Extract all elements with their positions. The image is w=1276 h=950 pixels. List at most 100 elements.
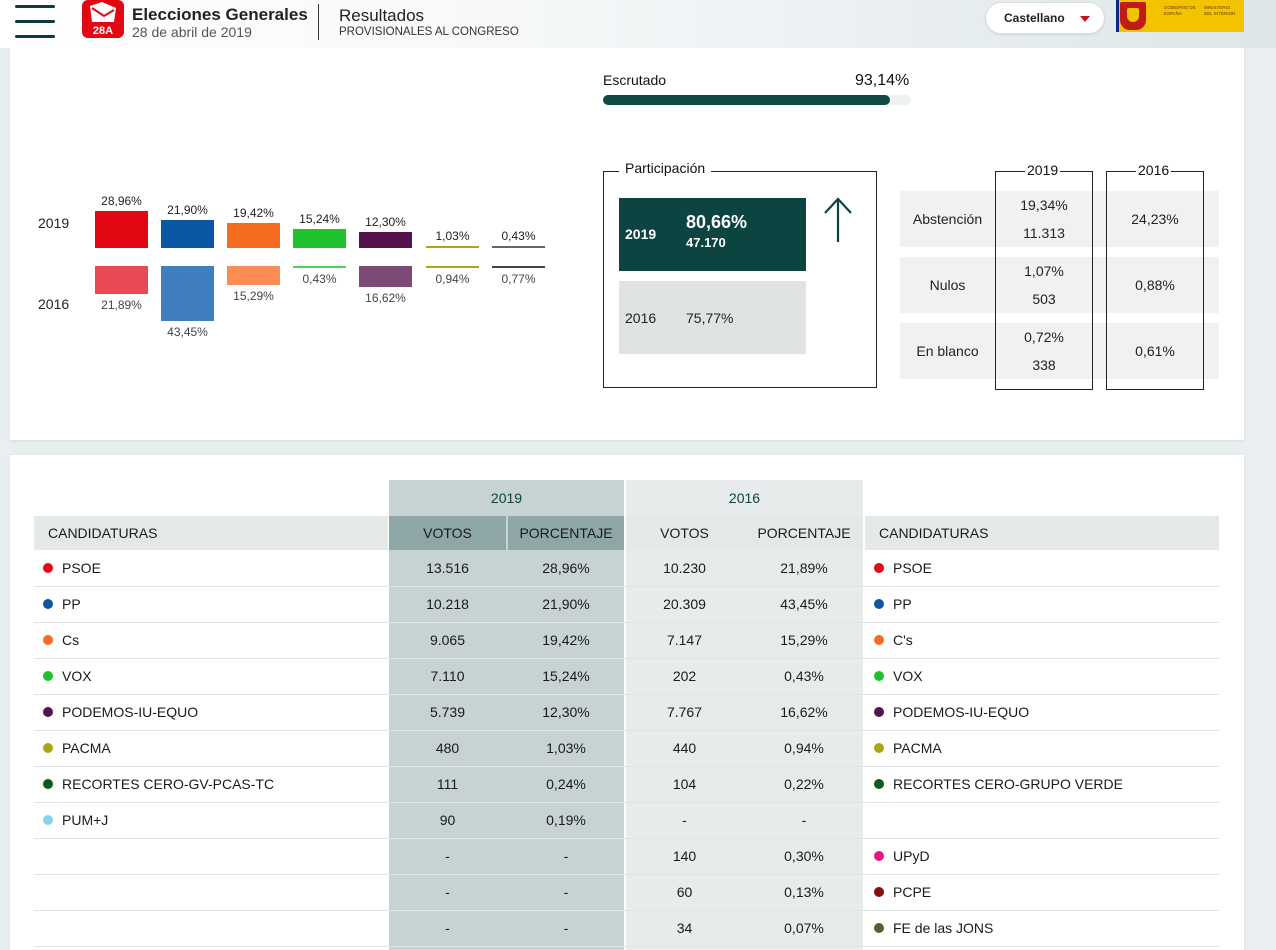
candidatura-2019: VOX [43, 658, 92, 694]
party-color-dot-icon [874, 599, 884, 609]
table-row[interactable]: PSOE 13.516 28,96% 10.230 21,89% PSOE [34, 550, 1219, 587]
participation-2016-year: 2016 [625, 310, 657, 326]
candidatura-2019: PUM+J [43, 802, 108, 838]
language-selector[interactable]: Castellano [985, 2, 1105, 34]
candidatura-2019: PSOE [43, 550, 101, 586]
candidatura-2019: PODEMOS-IU-EQUO [43, 694, 198, 730]
party-color-dot-icon [874, 635, 884, 645]
table-row[interactable]: PODEMOS-IU-EQUO 5.739 12,30% 7.767 16,62% POD… [34, 694, 1219, 731]
bar-label-2016: 43,45% [167, 325, 208, 340]
bar-label-2016: 0,43% [302, 272, 337, 286]
bar-label-2016: 21,89% [101, 297, 142, 312]
party-color-dot-icon [43, 779, 53, 789]
party-color-dot-icon [43, 635, 53, 645]
abstention-2019-count: 338 [1032, 357, 1056, 373]
government-logo[interactable]: GOBIERNO DE ESPAÑA MINISTERIO DEL INTERI… [1116, 0, 1244, 32]
bar-label-2019: 15,24% [299, 211, 340, 226]
candidatura-2016: C's [874, 622, 913, 658]
column-group-2019 [389, 480, 624, 950]
header-votos-2019[interactable]: VOTOS [389, 516, 506, 550]
porcentaje-2016: 0,43% [784, 668, 824, 684]
party-color-dot-icon [43, 671, 53, 681]
bar-label-2016: 15,29% [233, 289, 274, 304]
votos-2019: 7.110 [430, 668, 465, 684]
table-row[interactable]: - - 60 0,13% PCPE [34, 874, 1219, 911]
porcentaje-2016: 21,89% [780, 560, 828, 576]
table-row[interactable]: PACMA 480 1,03% 440 0,94% PACMA [34, 730, 1219, 767]
column-2016-frame [1106, 171, 1204, 390]
candidatura-2016: RECORTES CERO-GRUPO VERDE [874, 766, 1123, 802]
caret-down-icon [1080, 16, 1090, 22]
porcentaje-2019: 12,30% [542, 704, 590, 720]
candidatura-2016: PODEMOS-IU-EQUO [874, 694, 1029, 730]
gov-text: GOBIERNO DE ESPAÑA [1164, 5, 1196, 16]
table-row[interactable]: PP 10.218 21,90% 20.309 43,45% PP [34, 586, 1219, 623]
bar-label-2019: 12,30% [365, 215, 406, 230]
header-porcentaje-2019[interactable]: PORCENTAJE [508, 516, 624, 550]
votos-2016: 440 [672, 740, 697, 756]
porcentaje-2019: 1,03% [546, 740, 586, 756]
votos-2016: - [682, 812, 687, 828]
bar-2016 [492, 266, 545, 268]
participation-2019-year: 2019 [625, 226, 657, 242]
table-row[interactable]: - - 140 0,30% UPyD [34, 838, 1219, 875]
bar-2019 [95, 211, 148, 248]
hamburger-menu-icon[interactable] [15, 3, 57, 39]
abstention-2019-count: 11.313 [1023, 225, 1065, 241]
bar-label-2016: 16,62% [365, 291, 406, 306]
chart-year-2019: 2019 [38, 215, 70, 231]
porcentaje-2016: 0,22% [784, 776, 824, 792]
bar-label-2016: 0,94% [435, 272, 470, 286]
bar-2016 [95, 266, 148, 294]
votos-2019: 5.739 [429, 704, 466, 720]
election-logo[interactable]: 28A [80, 0, 126, 38]
header-cand-label: CANDIDATURAS [48, 525, 158, 541]
header-cand16-label: CANDIDATURAS [879, 525, 989, 541]
candidatura-2016: UPyD [874, 838, 930, 874]
abstention-2016-percent: 0,61% [1135, 343, 1175, 359]
logo-text: 28A [93, 25, 113, 37]
votos-2016: 7.147 [666, 632, 703, 648]
table-row[interactable]: RECORTES CERO-GV-PCAS-TC 111 0,24% 104 0,22%… [34, 766, 1219, 803]
votos-2019: 10.218 [426, 596, 469, 612]
bar-2016 [161, 266, 214, 322]
porcentaje-2019: 21,90% [542, 596, 590, 612]
participation-2019: 2019 80,66% 47.170 [619, 198, 806, 271]
party-color-dot-icon [874, 671, 884, 681]
results-year-2019: 2019 [490, 490, 523, 506]
bar-2019 [161, 220, 214, 248]
candidatura-2019: PACMA [43, 730, 111, 766]
porcentaje-2019: 28,96% [542, 560, 590, 576]
bar-2016 [426, 266, 479, 268]
bar-2016 [359, 266, 412, 288]
table-row[interactable]: PUM+J 90 0,19% - - [34, 802, 1219, 839]
table-row[interactable]: - - 34 0,07% FE de las JONS [34, 910, 1219, 947]
header-votos-2016[interactable]: VOTOS [626, 516, 743, 550]
scrutiny-progress-fill [603, 95, 890, 105]
table-row[interactable]: VOX 7.110 15,24% 202 0,43% VOX [34, 658, 1219, 695]
porcentaje-2019: 0,24% [546, 776, 586, 792]
votos-2019: - [445, 920, 450, 936]
header-porcentaje-2016[interactable]: PORCENTAJE [745, 516, 863, 550]
bar-2016 [227, 266, 280, 286]
porcentaje-2019: 19,42% [542, 632, 590, 648]
party-color-dot-icon [43, 599, 53, 609]
table-row[interactable]: Cs 9.065 19,42% 7.147 15,29% C's [34, 622, 1219, 659]
abstention-2016-percent: 24,23% [1131, 211, 1179, 227]
abstention-row: Nulos 1,07% 503 0,88% [900, 257, 1219, 313]
votos-2016: 10.230 [663, 560, 706, 576]
chart-year-2016: 2016 [38, 296, 70, 312]
header-divider [318, 4, 319, 40]
porcentaje-2019: 0,19% [546, 812, 586, 828]
abstention-2016-percent: 0,88% [1135, 277, 1175, 293]
abstention-label: Nulos [929, 277, 966, 293]
party-color-dot-icon [874, 851, 884, 861]
bar-2019 [227, 223, 280, 248]
abstention-label: En blanco [916, 343, 979, 359]
bar-label-2019: 0,43% [501, 229, 536, 243]
abstention-row: Abstención 19,34% 11.313 24,23% [900, 191, 1219, 247]
column-group-2016 [626, 480, 863, 950]
candidatura-2016: PCPE [874, 874, 931, 910]
candidatura-2016: PSOE [874, 550, 932, 586]
votos-2016: 104 [672, 776, 697, 792]
